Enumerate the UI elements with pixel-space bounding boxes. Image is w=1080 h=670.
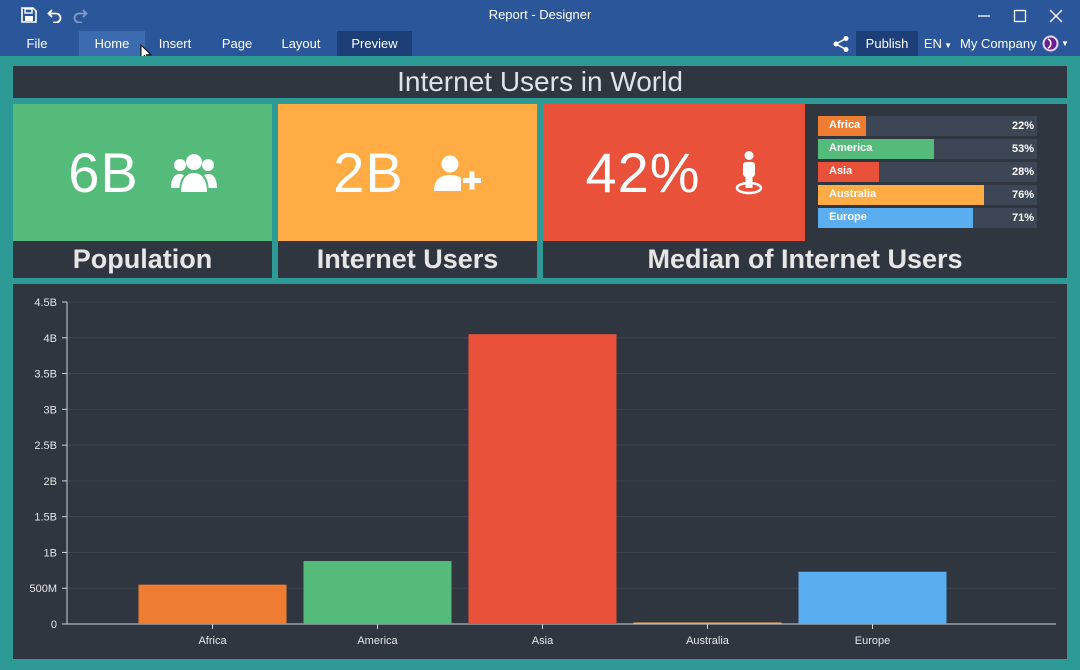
population-card: 6B: [13, 104, 272, 241]
person-pin-icon: [735, 150, 762, 194]
y-tick-label: 1B: [44, 547, 57, 559]
median-card: 42%: [543, 104, 805, 241]
region-bar-asia: Asia 28%: [818, 162, 1037, 182]
tab-home[interactable]: Home: [79, 31, 145, 56]
undo-icon[interactable]: [45, 5, 65, 25]
redo-icon[interactable]: [70, 5, 90, 25]
bar-europe: [798, 571, 947, 624]
bar-asia: [468, 334, 617, 624]
tab-insert[interactable]: Insert: [158, 36, 192, 51]
bar-chart-panel: 0 500M 1B 1.5B 2B 2.5B 3B 3.5B 4B 4.5B Africa Ameri…: [13, 284, 1067, 659]
y-tick-label: 500M: [29, 583, 57, 595]
chevron-down-icon: ▼: [941, 41, 953, 50]
median-label: Median of Internet Users: [543, 241, 1067, 278]
y-tick-label: 1.5B: [34, 512, 57, 524]
x-tick-label: Africa: [198, 635, 227, 647]
x-tick-label: Europe: [855, 635, 890, 647]
region-bar-africa: Africa 22%: [818, 116, 1037, 136]
bar-chart: 0 500M 1B 1.5B 2B 2.5B 3B 3.5B 4B 4.5B Africa Ameri…: [29, 297, 1056, 647]
region-bar-fill: [818, 185, 985, 205]
file-menu[interactable]: File: [26, 36, 48, 51]
internet-users-label: Internet Users: [278, 241, 537, 278]
users-icon: [170, 153, 217, 192]
x-tick-label: America: [357, 635, 398, 647]
population-value: 6B: [68, 141, 139, 204]
internet-users-card: 2B: [278, 104, 537, 241]
region-name: Australia: [829, 188, 877, 200]
y-tick-label: 4B: [44, 333, 57, 345]
title-bar: Report - Designer: [0, 0, 1080, 31]
region-bar-europe: Europe 71%: [818, 208, 1037, 228]
y-tick-label: 3.5B: [34, 369, 57, 381]
share-icon[interactable]: [832, 35, 850, 53]
region-name: Asia: [829, 165, 853, 177]
x-tick-label: Australia: [686, 635, 730, 647]
maximize-icon[interactable]: [1005, 4, 1035, 28]
region-bar-fill: [818, 139, 935, 159]
region-bar-australia: Australia 76%: [818, 185, 1037, 205]
user-plus-icon: [433, 155, 481, 191]
region-percent: 28%: [1011, 166, 1034, 178]
y-tick-label: 2.5B: [34, 440, 57, 452]
close-icon[interactable]: [1041, 4, 1071, 28]
region-name: Europe: [829, 211, 867, 223]
dashboard: Internet Users in World 6B Population 2B: [0, 56, 1080, 670]
region-bar-fill: [818, 208, 974, 228]
region-percent: 76%: [1011, 189, 1034, 201]
publish-button[interactable]: Publish: [856, 31, 918, 56]
bar-australia: [633, 622, 782, 624]
x-tick-label: Asia: [532, 635, 554, 647]
region-bar-fill: [818, 116, 867, 136]
tab-page[interactable]: Page: [221, 36, 253, 51]
population-label: Population: [13, 241, 272, 278]
region-percent: 71%: [1011, 212, 1034, 224]
bar-africa: [138, 584, 287, 624]
internet-users-value: 2B: [333, 141, 404, 204]
language-label: EN: [923, 36, 942, 51]
y-tick-label: 2B: [44, 476, 57, 488]
ribbon-menu: File Home Insert Page Layout Preview Pub…: [0, 31, 1080, 62]
median-value: 42%: [585, 141, 701, 204]
region-name: Africa: [829, 119, 861, 131]
y-tick-label: 4.5B: [34, 297, 57, 309]
region-name: America: [829, 142, 873, 154]
region-bar-fill: [818, 162, 880, 182]
window-title: Report - Designer: [488, 7, 592, 22]
avatar-chevron-icon[interactable]: ▼: [1061, 39, 1069, 48]
dashboard-title: Internet Users in World: [13, 66, 1067, 98]
bar-america: [303, 561, 452, 624]
region-percent: 53%: [1011, 143, 1034, 155]
company-dropdown[interactable]: My Company: [960, 31, 1042, 56]
avatar[interactable]: [1042, 35, 1059, 52]
language-dropdown[interactable]: EN ▼: [922, 31, 954, 56]
tab-layout[interactable]: Layout: [281, 36, 321, 51]
save-icon[interactable]: [19, 5, 39, 25]
y-tick-label: 0: [51, 619, 57, 631]
tab-preview[interactable]: Preview: [337, 31, 412, 56]
minimize-icon[interactable]: [969, 4, 999, 28]
company-label: My Company: [960, 36, 1037, 51]
region-percent: 22%: [1011, 120, 1034, 132]
y-tick-label: 3B: [44, 404, 57, 416]
region-bar-america: America 53%: [818, 139, 1037, 159]
